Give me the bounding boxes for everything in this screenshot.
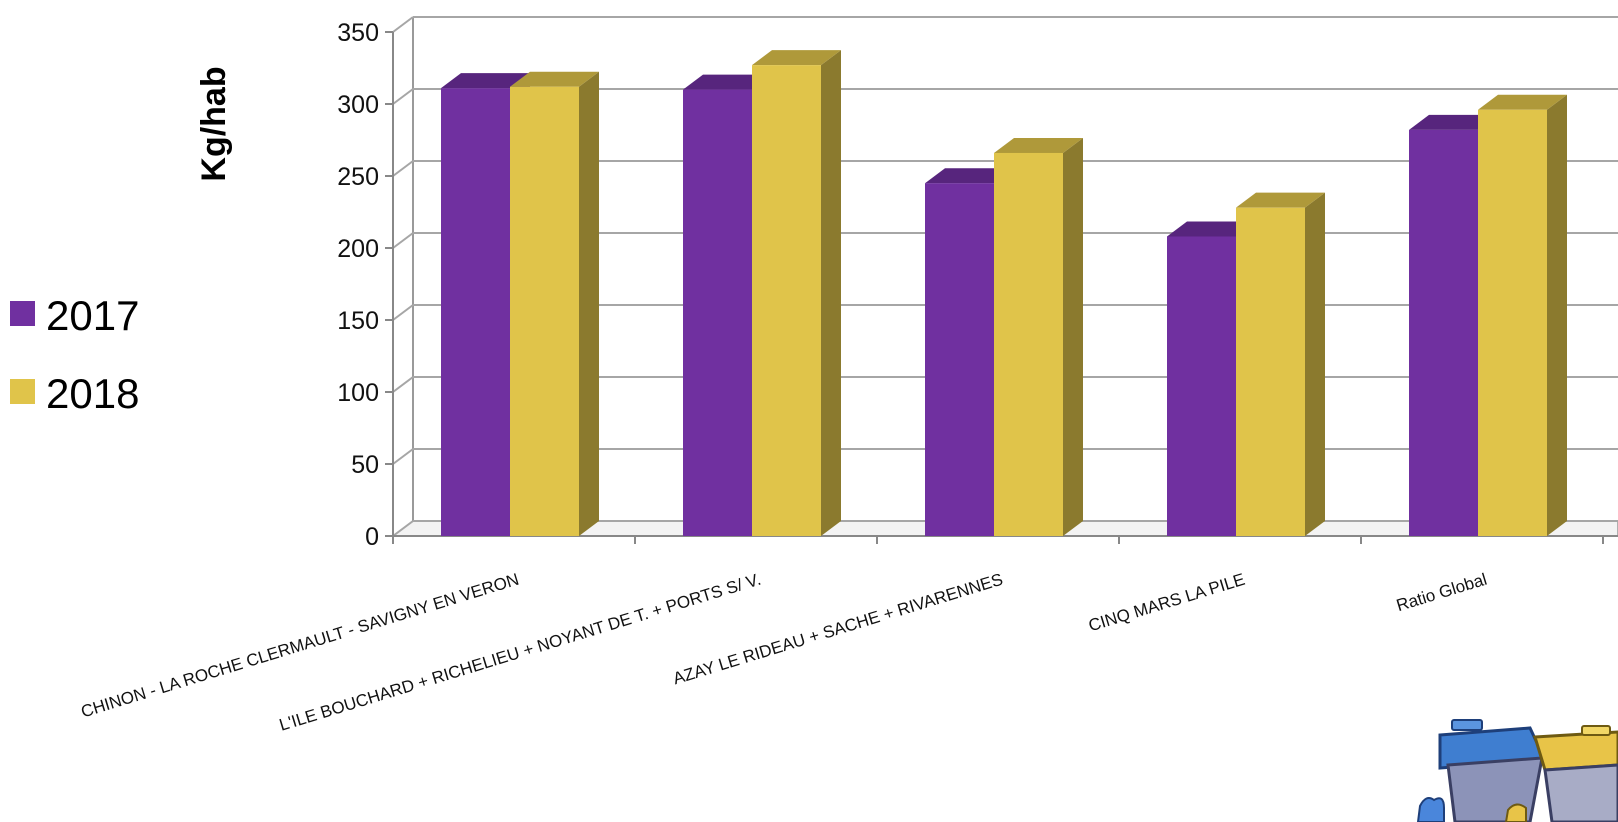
bar-2018-2 <box>752 50 841 537</box>
gridline-depth <box>392 520 414 537</box>
bar-top <box>510 71 599 87</box>
bar-front <box>683 89 752 536</box>
gridline-depth <box>392 304 414 321</box>
bar-top <box>925 168 1014 184</box>
y-tick-label: 100 <box>337 379 379 407</box>
x-category-label: L'ILE BOUCHARD + RICHELIEU + NOYANT DE T… <box>277 570 763 735</box>
gridline-depth <box>392 232 414 249</box>
legend-entry-2018: 2018 <box>10 370 139 417</box>
bar-2018-1 <box>510 71 599 536</box>
y-tick-label: 300 <box>337 91 379 119</box>
gridline-depth <box>392 376 414 393</box>
bar-front <box>1167 236 1236 537</box>
bar-2018-3 <box>994 137 1083 536</box>
y-tick-label: 200 <box>337 235 379 263</box>
bar-top <box>1409 114 1498 130</box>
gridline-depth <box>392 16 414 33</box>
bar-2018-5 <box>1478 94 1567 536</box>
y-tick-label: 50 <box>351 451 379 479</box>
y-tick-label: 250 <box>337 163 379 191</box>
bar-front <box>925 183 994 536</box>
y-axis-label: Kg/hab <box>195 66 233 181</box>
gridline-depth <box>392 88 414 105</box>
gridline-depth <box>392 160 414 177</box>
recycling-bins-illustration <box>1416 719 1618 822</box>
bar-top <box>1167 221 1256 237</box>
x-category-label: Ratio Global <box>1394 570 1489 616</box>
legend-label: 2018 <box>46 370 139 417</box>
bar-top <box>994 137 1083 153</box>
bar-front <box>994 152 1063 536</box>
bar-top <box>752 50 841 66</box>
gridline-depth <box>392 448 414 465</box>
legend: 2017 2018 <box>10 292 139 417</box>
y-tick-label: 0 <box>365 523 379 551</box>
bar-side <box>821 50 841 537</box>
bar-top <box>1236 192 1325 208</box>
bar-side <box>1305 192 1325 536</box>
y-tick-label: 150 <box>337 307 379 335</box>
x-category-labels: CHINON - LA ROCHE CLERMAULT - SAVIGNY EN… <box>79 570 1489 735</box>
y-tick-label: 350 <box>337 19 379 47</box>
bar-front <box>1478 109 1547 536</box>
bar-front <box>441 88 510 536</box>
bar-side <box>1063 137 1083 536</box>
x-category-label: CHINON - LA ROCHE CLERMAULT - SAVIGNY EN… <box>79 570 521 722</box>
bar-top <box>1478 94 1567 110</box>
bars <box>441 50 1567 537</box>
bar-front <box>752 65 821 537</box>
bar-side <box>579 71 599 536</box>
legend-swatch <box>10 379 35 404</box>
bar-front <box>1236 207 1305 536</box>
bar-front <box>1409 129 1478 537</box>
bar-front <box>510 86 579 536</box>
y-tick-labels: 0 50 100 150 200 250 300 350 <box>337 19 379 551</box>
legend-swatch <box>10 301 35 326</box>
bar-2018-4 <box>1236 192 1325 536</box>
bar-side <box>1547 94 1567 536</box>
x-category-label: CINQ MARS LA PILE <box>1086 570 1247 636</box>
bar-top <box>441 73 530 89</box>
legend-label: 2017 <box>46 292 139 339</box>
legend-entry-2017: 2017 <box>10 292 139 339</box>
bar-top <box>683 74 772 90</box>
